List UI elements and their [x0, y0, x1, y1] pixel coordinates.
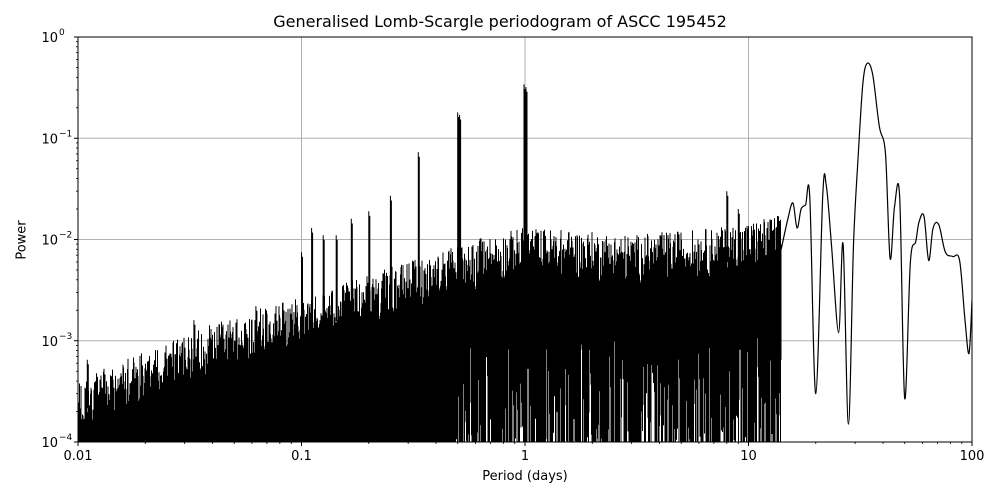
y-tick-exponent: −3 [59, 332, 72, 342]
y-tick-exponent: −4 [59, 433, 73, 443]
periodogram-line [780, 62, 972, 425]
y-tick-label: 10 [41, 132, 58, 147]
periodogram-noise-forest [78, 84, 782, 442]
y-tick-exponent: −2 [59, 231, 72, 241]
y-tick-label: 10 [41, 31, 58, 46]
x-axis-ticks: 0.01 0.1 1 10 100 [64, 442, 985, 464]
x-tick-label: 100 [960, 449, 985, 464]
y-tick-exponent: −1 [59, 129, 72, 139]
x-tick-label: 10 [740, 449, 757, 464]
x-tick-label: 0.01 [64, 449, 93, 464]
y-tick-label: 10 [41, 436, 58, 451]
x-axis-label: Period (days) [482, 469, 568, 484]
y-tick-label: 10 [41, 234, 58, 249]
x-tick-label: 1 [521, 449, 529, 464]
y-tick-label: 10 [41, 335, 58, 350]
x-tick-label: 0.1 [291, 449, 312, 464]
chart-title: Generalised Lomb-Scargle periodogram of … [273, 12, 727, 31]
y-tick-exponent: 0 [59, 28, 65, 38]
